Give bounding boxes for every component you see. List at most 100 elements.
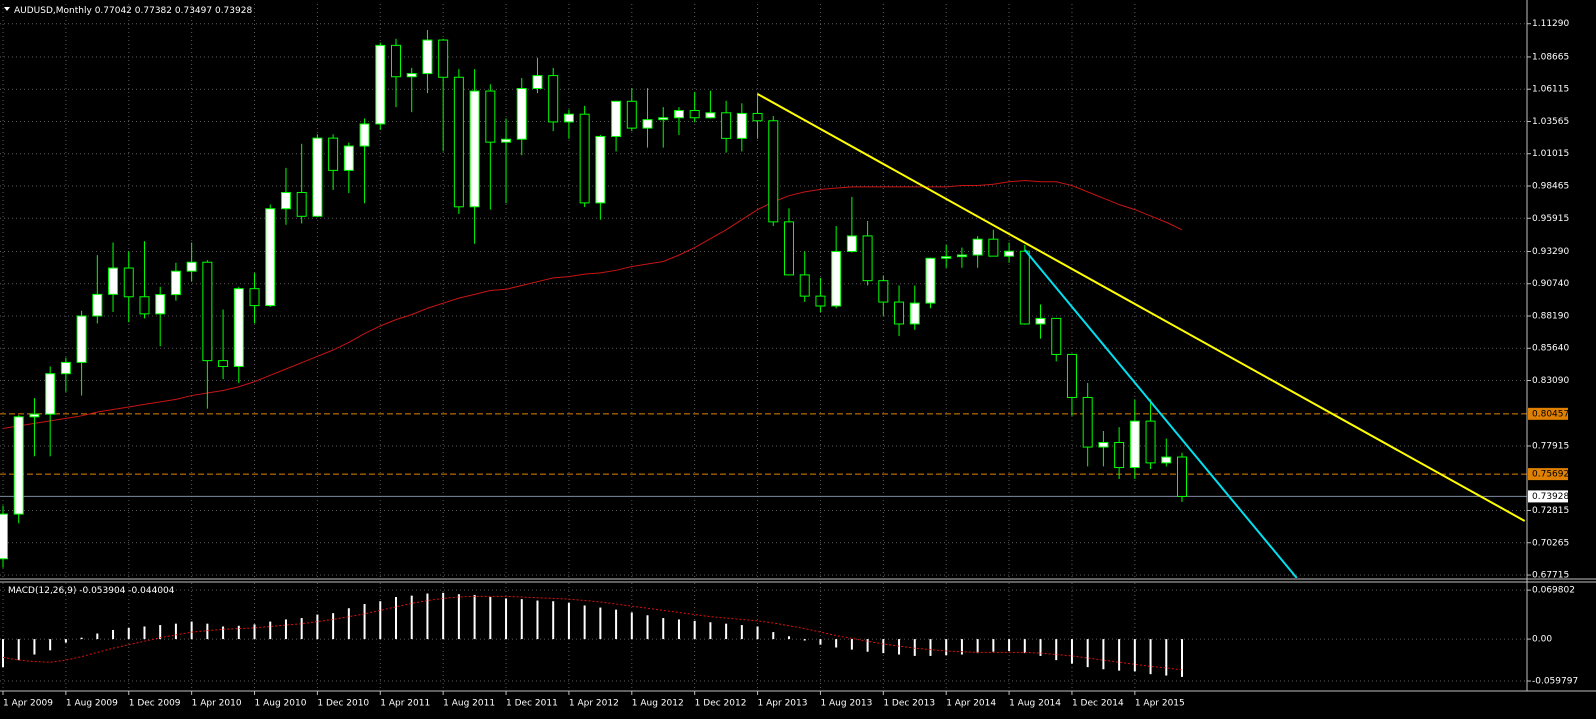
candle-body bbox=[972, 238, 983, 256]
candle-body bbox=[438, 39, 449, 78]
candle-body bbox=[799, 274, 810, 297]
macd-name: MACD(12,26,9) bbox=[8, 586, 76, 596]
candle-body bbox=[1051, 317, 1062, 355]
axes: 1.11290 1.08665 1.06115 1.03565 1.01015 0.984… bbox=[2, 19, 1578, 709]
candle-body bbox=[92, 293, 103, 317]
high-value: 0.77382 bbox=[135, 6, 172, 16]
y-tick-label: -0.059797 bbox=[1532, 677, 1578, 687]
x-tick-label: 1 Dec 2012 bbox=[695, 699, 747, 709]
close-value: 0.73928 bbox=[215, 6, 252, 16]
level-label-box bbox=[1528, 407, 1568, 420]
menu-triangle[interactable] bbox=[4, 7, 10, 11]
candle-body bbox=[563, 113, 574, 123]
candle-body bbox=[579, 113, 590, 204]
candle-body bbox=[123, 267, 134, 298]
level-label: 0.80457 bbox=[1532, 409, 1569, 419]
candle-body bbox=[894, 301, 905, 325]
low-value: 0.73497 bbox=[175, 6, 212, 16]
candle-body bbox=[626, 100, 637, 129]
chart-title: AUDUSD,Monthly 0.77042 0.77382 0.73497 0… bbox=[14, 6, 252, 16]
y-tick-label: 1.03565 bbox=[1532, 117, 1569, 127]
candle-body bbox=[878, 280, 889, 303]
candle-body bbox=[642, 119, 653, 129]
signal-value: -0.044004 bbox=[128, 586, 174, 596]
candle-body bbox=[1129, 420, 1140, 469]
x-tick-label: 1 Apr 2009 bbox=[3, 699, 53, 709]
x-tick-label: 1 Dec 2010 bbox=[317, 699, 369, 709]
candle-body bbox=[815, 295, 826, 307]
candle-body bbox=[391, 44, 401, 78]
candle-body bbox=[139, 296, 150, 315]
candle-body bbox=[1114, 442, 1125, 469]
candle-body bbox=[249, 288, 260, 307]
candle-body bbox=[673, 110, 684, 119]
candle-body bbox=[956, 254, 967, 258]
candle-body bbox=[1098, 442, 1109, 448]
x-tick-label: 1 Aug 2012 bbox=[632, 699, 684, 709]
candle-body bbox=[485, 90, 496, 143]
macd-value: -0.053904 bbox=[79, 586, 125, 596]
level-label-box bbox=[1528, 468, 1568, 481]
x-tick-label: 1 Apr 2013 bbox=[758, 699, 808, 709]
candle-body bbox=[1082, 396, 1093, 448]
candle-body bbox=[328, 137, 339, 171]
candle-body bbox=[705, 112, 716, 119]
candle-body bbox=[60, 361, 71, 375]
moving-average bbox=[2, 179, 1183, 429]
trend-line bbox=[1024, 249, 1298, 578]
y-tick-label: 1.01015 bbox=[1532, 149, 1569, 159]
symbol: AUDUSD,Monthly bbox=[14, 6, 92, 16]
x-tick-label: 1 Apr 2012 bbox=[569, 699, 619, 709]
candle-body bbox=[516, 88, 527, 140]
y-tick-label: 0.83090 bbox=[1532, 376, 1569, 386]
y-tick-label: 0.67715 bbox=[1532, 571, 1569, 581]
x-tick-label: 1 Aug 2014 bbox=[1009, 699, 1061, 709]
x-tick-label: 1 Aug 2010 bbox=[255, 699, 307, 709]
candle-body bbox=[548, 75, 559, 123]
price-label-box bbox=[1528, 490, 1568, 503]
y-tick-label: 0.00 bbox=[1532, 635, 1552, 645]
y-tick-label: 0.85640 bbox=[1532, 344, 1569, 354]
candle-body bbox=[45, 373, 56, 415]
candle-body bbox=[941, 256, 952, 259]
candle-body bbox=[611, 100, 622, 137]
candle-body bbox=[422, 39, 433, 75]
open-value: 0.77042 bbox=[95, 6, 132, 16]
candle-body bbox=[532, 75, 543, 90]
price-grid bbox=[0, 4, 1527, 578]
y-tick-label: 0.88190 bbox=[1532, 311, 1569, 321]
candle-body bbox=[343, 145, 354, 171]
candle-body bbox=[1004, 250, 1015, 257]
candle-body bbox=[1066, 353, 1077, 398]
y-tick-label: 0.77915 bbox=[1532, 441, 1569, 451]
macd-grid bbox=[0, 583, 1527, 690]
candle-body bbox=[469, 90, 480, 208]
candle-body bbox=[689, 110, 700, 119]
candle-body bbox=[925, 257, 936, 304]
x-tick-label: 1 Dec 2013 bbox=[883, 699, 935, 709]
candle-body bbox=[1019, 250, 1030, 325]
candle-body bbox=[784, 221, 794, 276]
candle-body bbox=[296, 192, 307, 217]
macd-title: MACD(12,26,9) -0.053904 -0.044004 bbox=[8, 586, 175, 596]
candle-body bbox=[170, 270, 181, 296]
candle-body bbox=[846, 235, 857, 252]
candle-body bbox=[202, 261, 213, 362]
y-tick-label: 0.93290 bbox=[1532, 247, 1569, 257]
y-tick-label: 1.11290 bbox=[1532, 19, 1569, 29]
candle-body bbox=[406, 73, 417, 78]
y-tick-label: 0.70265 bbox=[1532, 538, 1569, 548]
candle-body bbox=[736, 112, 747, 139]
x-tick-label: 1 Aug 2013 bbox=[820, 699, 872, 709]
candle-body bbox=[595, 135, 606, 204]
signal-line bbox=[2, 595, 1183, 671]
candle-body bbox=[721, 112, 732, 139]
candle-body bbox=[752, 112, 763, 122]
candle-body bbox=[233, 288, 244, 367]
candle-body bbox=[658, 117, 669, 121]
candle-body bbox=[988, 238, 999, 257]
candle-body bbox=[1035, 317, 1046, 325]
